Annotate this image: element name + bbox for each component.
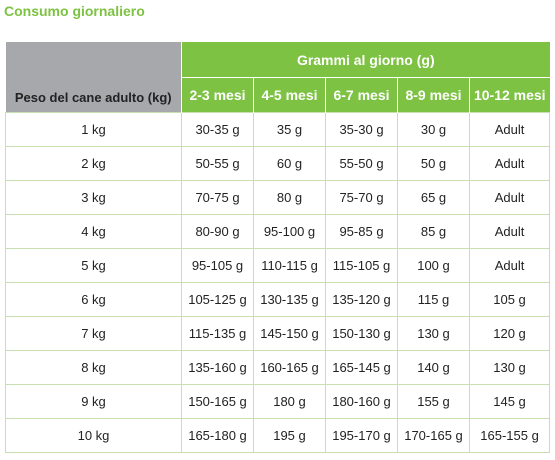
amount-cell: 30 g <box>397 112 470 147</box>
weight-cell: 10 kg <box>5 418 182 453</box>
amount-cell: Adult <box>468 146 551 181</box>
amount-cell: 80-90 g <box>181 214 254 249</box>
amount-cell: 60 g <box>253 146 326 181</box>
table-row: 6 kg 105-125 g 130-135 g 135-120 g 115 g 105 … <box>5 282 551 317</box>
weight-cell: 1 kg <box>5 112 182 147</box>
table-row: 5 kg 95-105 g 110-115 g 115-105 g 100 g Adult <box>5 248 551 283</box>
amount-cell: 160-165 g <box>253 350 326 385</box>
column-header: 2-3 mesi <box>181 77 254 113</box>
table-row: 1 kg 30-35 g 35 g 35-30 g 30 g Adult <box>5 112 551 147</box>
table-row: 8 kg 135-160 g 160-165 g 165-145 g 140 g 130 … <box>5 350 551 385</box>
amount-cell: Adult <box>468 248 551 283</box>
amount-cell: Adult <box>468 180 551 215</box>
amount-cell: 105-125 g <box>181 282 254 317</box>
amount-cell: 115-105 g <box>325 248 398 283</box>
table-row: 10 kg 165-180 g 195 g 195-170 g 170-165 g 165… <box>5 418 551 453</box>
amount-cell: 150-165 g <box>181 384 254 419</box>
amount-cell: 105 g <box>468 282 551 317</box>
table-row: 3 kg 70-75 g 80 g 75-70 g 65 g Adult <box>5 180 551 215</box>
amount-cell: 145 g <box>468 384 551 419</box>
amount-cell: 50 g <box>397 146 470 181</box>
amount-cell: 130 g <box>397 316 470 351</box>
column-header: 4-5 mesi <box>253 77 326 113</box>
amount-cell: 165-180 g <box>181 418 254 453</box>
table-row: 4 kg 80-90 g 95-100 g 95-85 g 85 g Adult <box>5 214 551 249</box>
amount-cell: 165-145 g <box>325 350 398 385</box>
amount-cell: 70-75 g <box>181 180 254 215</box>
amount-cell: Adult <box>468 214 551 249</box>
amount-cell: 75-70 g <box>325 180 398 215</box>
weight-cell: 3 kg <box>5 180 182 215</box>
table-row: 2 kg 50-55 g 60 g 55-50 g 50 g Adult <box>5 146 551 181</box>
column-header: 8-9 mesi <box>397 77 470 113</box>
weight-cell: 9 kg <box>5 384 182 419</box>
amount-cell: 150-130 g <box>325 316 398 351</box>
amount-cell: 135-120 g <box>325 282 398 317</box>
amount-cell: 140 g <box>397 350 470 385</box>
amount-cell: 115-135 g <box>181 316 254 351</box>
amount-cell: 50-55 g <box>181 146 254 181</box>
amount-cell: 95-105 g <box>181 248 254 283</box>
amount-cell: 110-115 g <box>253 248 326 283</box>
amount-cell: 95-85 g <box>325 214 398 249</box>
amount-cell: 120 g <box>468 316 551 351</box>
weight-cell: 8 kg <box>5 350 182 385</box>
amount-cell: 35 g <box>253 112 326 147</box>
amount-cell: 130 g <box>468 350 551 385</box>
amount-cell: 80 g <box>253 180 326 215</box>
amount-cell: 65 g <box>397 180 470 215</box>
amount-cell: 195 g <box>253 418 326 453</box>
table-row: 7 kg 115-135 g 145-150 g 150-130 g 130 g 120 … <box>5 316 551 351</box>
amount-cell: 180-160 g <box>325 384 398 419</box>
amount-cell: 85 g <box>397 214 470 249</box>
weight-cell: 2 kg <box>5 146 182 181</box>
amount-cell: 180 g <box>253 384 326 419</box>
amount-cell: 145-150 g <box>253 316 326 351</box>
amount-cell: 130-135 g <box>253 282 326 317</box>
amount-cell: 155 g <box>397 384 470 419</box>
feeding-table: Peso del cane adulto (kg) Grammi al gior… <box>5 42 551 453</box>
weight-cell: 6 kg <box>5 282 182 317</box>
group-header: Grammi al giorno (g) <box>181 42 550 78</box>
amount-cell: 115 g <box>397 282 470 317</box>
amount-cell: 165-155 g <box>468 418 551 453</box>
amount-cell: 195-170 g <box>325 418 398 453</box>
column-header: 6-7 mesi <box>325 77 398 113</box>
table-row: 9 kg 150-165 g 180 g 180-160 g 155 g 145 g <box>5 384 551 419</box>
column-header: 10-12 mesi <box>469 77 550 113</box>
amount-cell: 135-160 g <box>181 350 254 385</box>
amount-cell: 170-165 g <box>397 418 470 453</box>
amount-cell: Adult <box>468 112 551 147</box>
weight-cell: 4 kg <box>5 214 182 249</box>
title: Consumo giornaliero <box>4 3 145 19</box>
amount-cell: 95-100 g <box>253 214 326 249</box>
amount-cell: 35-30 g <box>325 112 398 147</box>
weight-cell: 5 kg <box>5 248 182 283</box>
amount-cell: 100 g <box>397 248 470 283</box>
weight-header: Peso del cane adulto (kg) <box>5 42 182 113</box>
amount-cell: 55-50 g <box>325 146 398 181</box>
weight-cell: 7 kg <box>5 316 182 351</box>
amount-cell: 30-35 g <box>181 112 254 147</box>
